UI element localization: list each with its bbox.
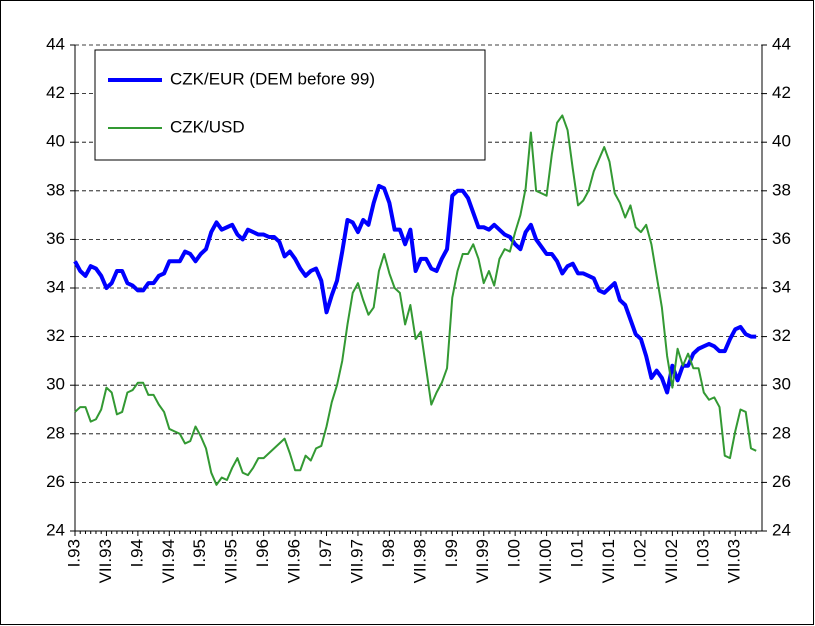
- x-tick-label: I.97: [316, 539, 335, 567]
- x-tick-label: I.95: [190, 539, 209, 567]
- y-tick-label: 44: [46, 34, 65, 53]
- legend-label: CZK/USD: [170, 117, 245, 136]
- x-tick-label: VII.98: [410, 539, 429, 583]
- x-tick-label: VII.96: [285, 539, 304, 583]
- y-tick-label: 40: [46, 132, 65, 151]
- x-tick-label: VII.01: [599, 539, 618, 583]
- x-tick-label: I.01: [568, 539, 587, 567]
- y2-tick-label: 24: [772, 520, 791, 539]
- y2-tick-label: 34: [772, 277, 791, 296]
- x-tick-label: I.00: [505, 539, 524, 567]
- legend-label: CZK/EUR (DEM before 99): [170, 69, 375, 88]
- x-tick-label: VII.03: [725, 539, 744, 583]
- y2-tick-label: 26: [772, 472, 791, 491]
- y2-tick-label: 40: [772, 132, 791, 151]
- x-tick-label: I.93: [64, 539, 83, 567]
- x-tick-label: VII.95: [222, 539, 241, 583]
- y2-tick-label: 44: [772, 34, 791, 53]
- x-tick-label: I.02: [630, 539, 649, 567]
- x-tick-label: VII.99: [473, 539, 492, 583]
- y-tick-label: 38: [46, 180, 65, 199]
- y-tick-label: 36: [46, 229, 65, 248]
- y-tick-label: 34: [46, 277, 65, 296]
- x-tick-label: VII.97: [347, 539, 366, 583]
- y2-tick-label: 30: [772, 375, 791, 394]
- x-tick-label: VII.02: [662, 539, 681, 583]
- y2-tick-label: 42: [772, 83, 791, 102]
- y-tick-label: 28: [46, 423, 65, 442]
- x-tick-label: VII.93: [96, 539, 115, 583]
- x-tick-label: VII.00: [536, 539, 555, 583]
- y-tick-label: 26: [46, 472, 65, 491]
- legend-box: [94, 49, 486, 161]
- y2-tick-label: 36: [772, 229, 791, 248]
- y2-tick-label: 38: [772, 180, 791, 199]
- x-tick-label: VII.94: [159, 539, 178, 583]
- y-tick-label: 42: [46, 83, 65, 102]
- x-tick-label: I.96: [253, 539, 272, 567]
- x-tick-label: I.99: [442, 539, 461, 567]
- y-tick-label: 24: [46, 520, 65, 539]
- series-line: [74, 114, 757, 486]
- x-tick-label: I.98: [379, 539, 398, 567]
- series-line: [73, 183, 757, 395]
- x-tick-label: I.03: [693, 539, 712, 567]
- y2-tick-label: 28: [772, 423, 791, 442]
- y2-tick-label: 32: [772, 326, 791, 345]
- y-tick-label: 30: [46, 375, 65, 394]
- y-tick-label: 32: [46, 326, 65, 345]
- x-tick-label: I.94: [127, 539, 146, 567]
